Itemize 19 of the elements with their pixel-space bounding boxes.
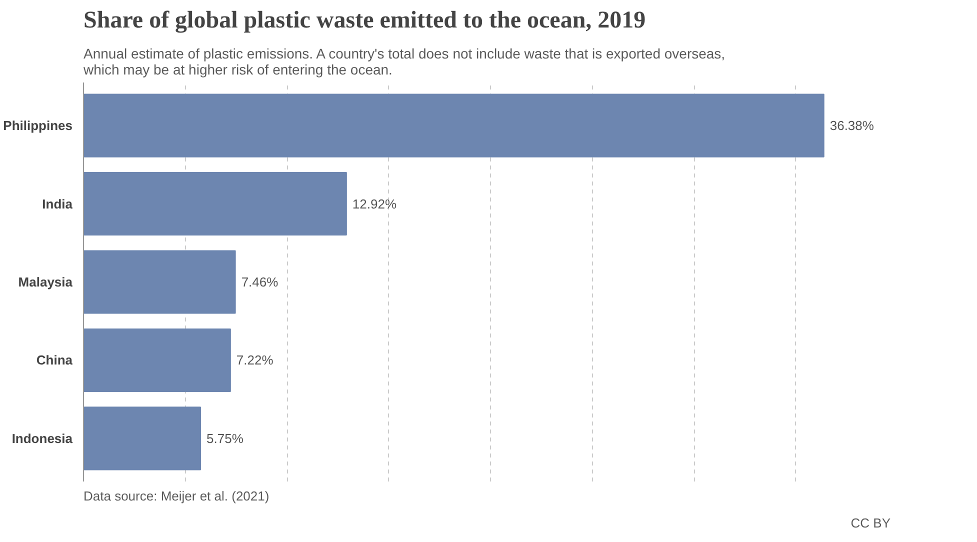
text: CC BY	[850, 516, 891, 530]
bar	[84, 172, 347, 236]
y-tick-label: Philippines	[3, 118, 72, 134]
data-label: 5.75%	[206, 430, 244, 446]
data-label: 7.46%	[241, 274, 279, 290]
data-label: 36.38%	[830, 118, 874, 134]
chart-title: Share of global plastic waste emitted to the ocean, 2019	[84, 8, 646, 34]
source-note: Data source: Meijer et al. (2021)	[84, 488, 270, 504]
chart-subtitle: Annual estimate of plastic emissions. A country's total does not include waste that is exported overseas, which may be at higher risk of entering the ocean.	[82, 46, 726, 78]
y-tick-label: Malaysia	[18, 274, 74, 290]
data-label: 12.92%	[352, 196, 397, 212]
data-label: 7.22%	[236, 352, 274, 368]
y-tick-label: India	[42, 196, 74, 212]
bar	[84, 250, 236, 314]
y-tick-label: Indonesia	[12, 430, 74, 446]
y-tick-label: China	[36, 352, 74, 368]
bar	[84, 328, 231, 392]
bar	[84, 406, 202, 470]
bar	[84, 94, 824, 158]
